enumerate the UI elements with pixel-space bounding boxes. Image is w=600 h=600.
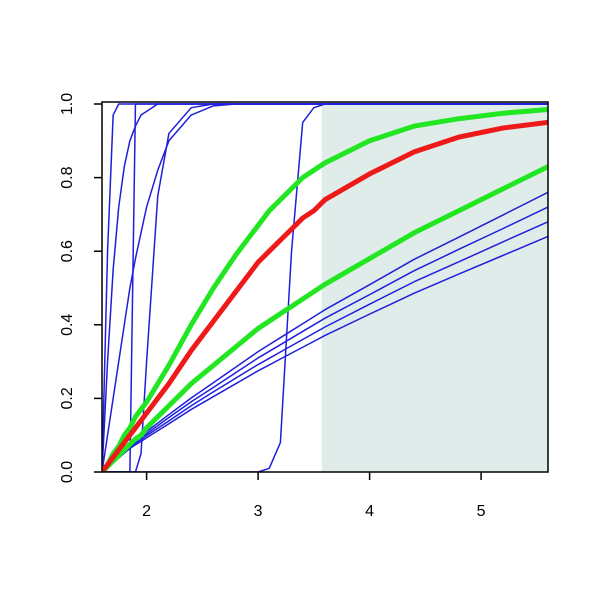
shaded-region xyxy=(321,102,548,472)
series-line xyxy=(102,119,548,472)
x-tick-label: 4 xyxy=(365,503,374,520)
y-tick-label: 0.0 xyxy=(59,461,76,483)
x-tick-label: 3 xyxy=(254,503,263,520)
series-line xyxy=(102,164,548,472)
y-tick-label: 1.0 xyxy=(59,93,76,115)
x-tick-label: 2 xyxy=(142,503,151,520)
plot-box xyxy=(101,101,549,473)
y-tick-label: 0.8 xyxy=(59,166,76,188)
axes: 2 3 4 5 0.0 0.2 0.4 0.6 0.8 1.0 xyxy=(59,93,549,520)
y-tick-label: 0.6 xyxy=(59,240,76,262)
series-line xyxy=(102,103,548,472)
x-tick-label: 5 xyxy=(477,503,486,520)
plot-area xyxy=(102,102,548,472)
y-tick-label: 0.4 xyxy=(59,314,76,336)
y-tick-label: 0.2 xyxy=(59,387,76,409)
series-line xyxy=(102,107,548,472)
